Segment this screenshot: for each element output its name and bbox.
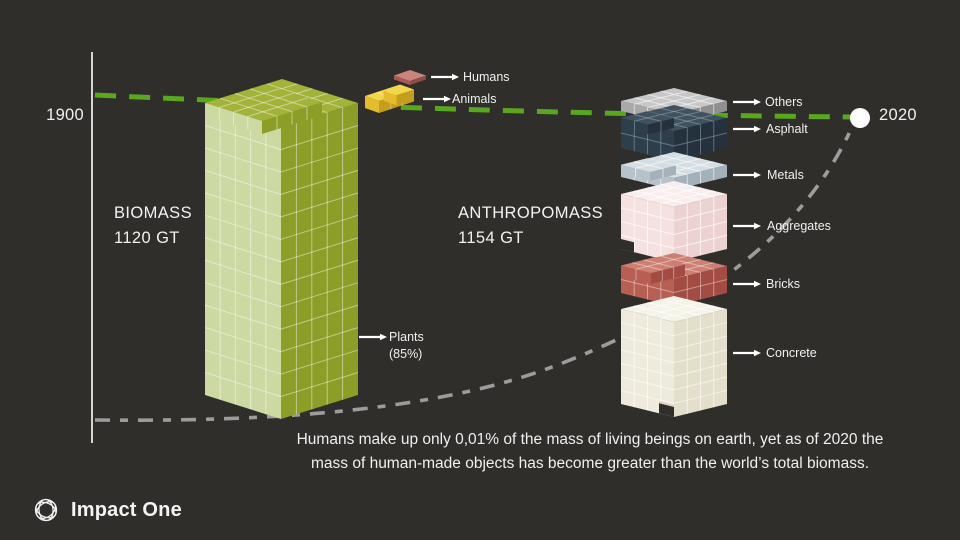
humans-voxel-block [394, 70, 426, 85]
plants-label: Plants (85%) [389, 329, 424, 363]
plants-label-name: Plants [389, 330, 424, 344]
caption-line-1: Humans make up only 0,01% of the mass of… [296, 431, 884, 448]
layer-label-bricks: Bricks [766, 277, 801, 291]
anthropomass-title: ANTHROPOMASS [458, 204, 604, 222]
biomass-title: BIOMASS [114, 204, 192, 222]
biomass-level-dashed-line [94, 92, 852, 120]
layer-label-metals: Metals [767, 168, 804, 182]
biomass-voxel-block [204, 79, 359, 419]
layer-label-others: Others [765, 95, 803, 109]
impact-one-logo: Impact One [30, 494, 182, 526]
layer-label-asphalt: Asphalt [766, 122, 808, 136]
year-2020-label: 2020 [879, 106, 917, 124]
anthropomass-voxel-stack [620, 88, 728, 417]
animals-voxel-block [365, 84, 414, 113]
layer-label-aggregates: Aggregates [767, 219, 831, 233]
label-pointer-lines [359, 73, 761, 357]
impact-one-logo-icon [34, 498, 58, 522]
anthropomass-growth-dashed-line [94, 126, 854, 422]
biomass-total-value: 1120 GT [114, 229, 180, 247]
layer-label-concrete: Concrete [766, 346, 817, 360]
logo-text: Impact One [71, 498, 182, 521]
caption: Humans make up only 0,01% of the mass of… [220, 428, 960, 476]
animals-label: Animals [452, 92, 497, 106]
anthropomass-total-value: 1154 GT [458, 229, 524, 247]
plants-label-share: (85%) [389, 347, 423, 361]
humans-label: Humans [463, 70, 510, 84]
year-2020-dot [850, 108, 870, 128]
year-1900-label: 1900 [46, 106, 84, 124]
caption-line-2: mass of human-made objects has become gr… [311, 455, 869, 472]
